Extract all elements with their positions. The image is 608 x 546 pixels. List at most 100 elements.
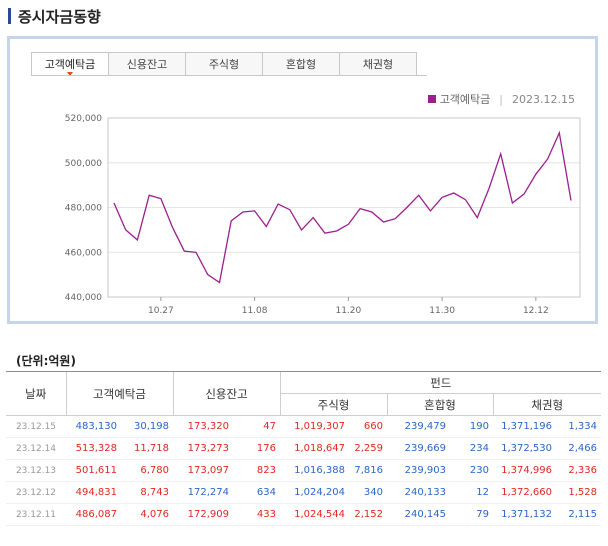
cell-deposit-change: 4,076 xyxy=(121,503,173,526)
cell-deposit: 513,328 xyxy=(66,437,121,460)
col-header-deposit: 고객예탁금 xyxy=(65,371,173,416)
cell-bond-change: 1,528 xyxy=(556,481,602,504)
col-header-credit: 신용잔고 xyxy=(172,371,281,416)
cell-bond-change: 2,336 xyxy=(556,459,602,482)
active-caret-icon xyxy=(67,72,73,76)
cell-mixed: 239,479 xyxy=(387,415,451,438)
cell-credit-change: 433 xyxy=(233,503,281,526)
tab-label: 채권형 xyxy=(362,58,394,71)
cell-stock-change: 2,259 xyxy=(349,437,388,460)
cell-deposit-change: 30,198 xyxy=(121,415,173,438)
chart-panel: 고객예탁금 신용잔고 주식형 혼합형 채권형 고객예탁금 | 2023.12.1… xyxy=(7,36,598,324)
x-tick-label: 11.20 xyxy=(335,306,361,316)
title-accent-bar xyxy=(8,8,11,24)
page-header: 증시자금동향 xyxy=(8,6,101,26)
x-axis: 10.27 11.08 11.20 11.30 12.12 xyxy=(148,297,549,316)
table-row: 23.12.14 513,328 11,718 173,273 176 1,018,647… xyxy=(6,437,602,460)
cell-credit-change: 176 xyxy=(233,437,281,460)
cell-stock: 1,018,647 xyxy=(280,437,350,460)
tab-label: 고객예탁금 xyxy=(44,58,96,71)
col-header-stock: 주식형 xyxy=(279,393,388,416)
tab-underline xyxy=(31,75,427,76)
table-row: 23.12.11 486,087 4,076 172,909 433 1,024,544 2… xyxy=(6,503,602,526)
cell-date: 23.12.12 xyxy=(6,481,66,504)
y-tick-label: 520,000 xyxy=(65,114,102,124)
y-tick-label: 480,000 xyxy=(65,204,102,214)
cell-credit: 173,320 xyxy=(173,415,233,438)
chart-grid xyxy=(108,117,580,298)
y-tick-label: 460,000 xyxy=(65,248,102,258)
cell-mixed-change: 234 xyxy=(450,437,494,460)
cell-mixed-change: 79 xyxy=(450,503,494,526)
cell-date: 23.12.13 xyxy=(6,459,66,482)
cell-deposit: 483,130 xyxy=(66,415,121,438)
cell-mixed: 239,669 xyxy=(387,437,451,460)
fund-table: 날짜 고객예탁금 신용잔고 펀드 주식형 혼합형 채권형 23.12.15 483… xyxy=(6,371,602,526)
table-row: 23.12.13 501,611 6,780 173,097 823 1,016,388 7… xyxy=(6,459,602,482)
x-tick-label: 12.12 xyxy=(523,306,549,316)
tab-label: 신용잔고 xyxy=(126,58,168,71)
cell-credit: 172,909 xyxy=(173,503,233,526)
cell-mixed: 239,903 xyxy=(387,459,451,482)
legend-swatch xyxy=(427,95,436,103)
cell-deposit-change: 6,780 xyxy=(121,459,173,482)
col-header-bond: 채권형 xyxy=(492,393,602,416)
col-header-date: 날짜 xyxy=(6,371,66,416)
series-line-deposit xyxy=(113,130,572,284)
cell-credit-change: 634 xyxy=(233,481,281,504)
tab-deposit[interactable]: 고객예탁금 xyxy=(31,52,109,76)
cell-bond-change: 2,466 xyxy=(556,437,602,460)
y-tick-label: 440,000 xyxy=(65,293,102,303)
cell-bond: 1,372,660 xyxy=(493,481,557,504)
cell-date: 23.12.15 xyxy=(6,415,66,438)
cell-credit: 172,274 xyxy=(173,481,233,504)
cell-date: 23.12.14 xyxy=(6,437,66,460)
cell-mixed-change: 230 xyxy=(450,459,494,482)
line-chart: 440,000 460,000 480,000 500,000 520,000 10.2… xyxy=(65,114,581,316)
x-tick-label: 11.30 xyxy=(429,306,455,316)
cell-stock: 1,019,307 xyxy=(280,415,350,438)
cell-stock-change: 2,152 xyxy=(349,503,388,526)
plot-frame xyxy=(107,117,581,298)
cell-credit: 173,097 xyxy=(173,459,233,482)
tab-bond[interactable]: 채권형 xyxy=(339,52,417,76)
y-tick-label: 500,000 xyxy=(65,159,102,169)
cell-stock: 1,024,204 xyxy=(280,481,350,504)
page-title: 증시자금동향 xyxy=(18,7,101,26)
cell-stock-change: 660 xyxy=(349,415,388,438)
cell-mixed: 240,145 xyxy=(387,503,451,526)
cell-credit-change: 823 xyxy=(233,459,281,482)
cell-date: 23.12.11 xyxy=(6,503,66,526)
cell-deposit-change: 11,718 xyxy=(121,437,173,460)
cell-bond-change: 1,334 xyxy=(556,415,602,438)
table-row: 23.12.15 483,130 30,198 173,320 47 1,019,307 6… xyxy=(6,415,602,438)
table-row: 23.12.12 494,831 8,743 172,274 634 1,024,204 3… xyxy=(6,481,602,504)
cell-deposit: 494,831 xyxy=(66,481,121,504)
tab-label: 주식형 xyxy=(208,58,240,71)
cell-stock-change: 340 xyxy=(349,481,388,504)
legend-label: 고객예탁금 xyxy=(439,93,491,106)
cell-bond: 1,371,132 xyxy=(493,503,557,526)
cell-stock: 1,024,544 xyxy=(280,503,350,526)
legend-separator: | xyxy=(499,92,504,106)
cell-stock-change: 7,816 xyxy=(349,459,388,482)
x-tick-label: 10.27 xyxy=(148,306,174,316)
cell-stock: 1,016,388 xyxy=(280,459,350,482)
cell-deposit-change: 8,743 xyxy=(121,481,173,504)
cell-deposit: 486,087 xyxy=(66,503,121,526)
cell-mixed-change: 12 xyxy=(450,481,494,504)
cell-bond-change: 2,115 xyxy=(556,503,602,526)
x-tick-label: 11.08 xyxy=(242,306,268,316)
cell-bond: 1,374,996 xyxy=(493,459,557,482)
cell-deposit: 501,611 xyxy=(66,459,121,482)
y-axis: 440,000 460,000 480,000 500,000 520,000 xyxy=(65,114,102,303)
cell-credit-change: 47 xyxy=(233,415,281,438)
tab-bar: 고객예탁금 신용잔고 주식형 혼합형 채권형 xyxy=(31,52,417,76)
col-header-fund: 펀드 xyxy=(279,371,602,394)
legend-date: 2023.12.15 xyxy=(512,92,575,106)
chart-legend: 고객예탁금 | 2023.12.15 xyxy=(427,91,575,107)
cell-mixed: 240,133 xyxy=(387,481,451,504)
tab-label: 혼합형 xyxy=(285,58,317,71)
tab-stock[interactable]: 주식형 xyxy=(185,52,263,76)
unit-label: (단위:억원) xyxy=(16,354,76,368)
